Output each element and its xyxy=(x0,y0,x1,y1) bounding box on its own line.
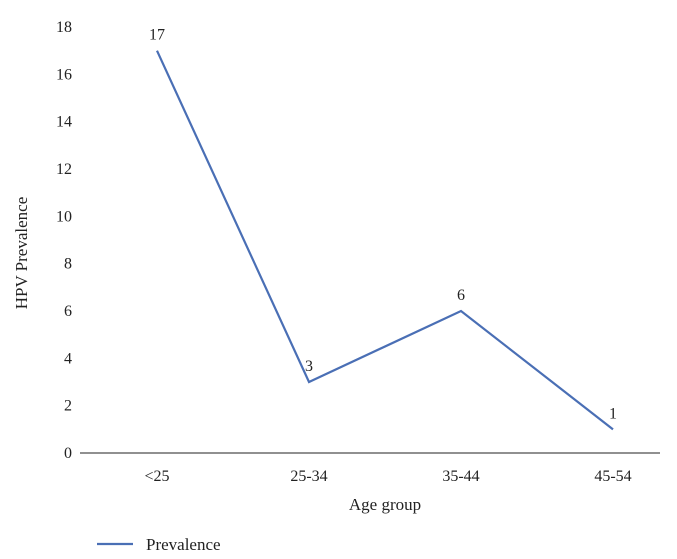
y-tick-label: 10 xyxy=(56,208,72,225)
y-tick-label: 14 xyxy=(56,114,72,131)
series-line-prevalence xyxy=(156,50,614,431)
legend-label: Prevalence xyxy=(146,535,221,554)
y-axis-ticks: 0 2 4 6 8 10 12 14 16 18 xyxy=(56,19,72,462)
x-axis-ticks: <25 25-34 35-44 45-54 xyxy=(144,468,631,485)
x-tick-label: <25 xyxy=(144,468,169,485)
y-tick-label: 4 xyxy=(64,350,72,367)
series-group xyxy=(156,50,614,431)
y-tick-label: 2 xyxy=(64,398,72,415)
x-tick-label: 35-44 xyxy=(442,468,479,485)
y-tick-label: 16 xyxy=(56,66,72,83)
y-axis-title: HPV Prevalence xyxy=(12,197,31,310)
x-tick-label: 25-34 xyxy=(290,468,327,485)
data-label: 17 xyxy=(149,27,165,44)
y-tick-label: 12 xyxy=(56,161,72,178)
legend: Prevalence xyxy=(97,535,221,554)
data-label: 1 xyxy=(609,405,617,422)
data-label: 6 xyxy=(457,287,465,304)
x-tick-label: 45-54 xyxy=(594,468,631,485)
data-labels: 17 3 6 1 xyxy=(149,27,617,423)
x-axis-title: Age group xyxy=(349,495,421,514)
y-tick-label: 0 xyxy=(64,445,72,462)
y-tick-label: 18 xyxy=(56,19,72,36)
y-tick-label: 8 xyxy=(64,256,72,273)
y-tick-label: 6 xyxy=(64,303,72,320)
data-label: 3 xyxy=(305,358,313,375)
